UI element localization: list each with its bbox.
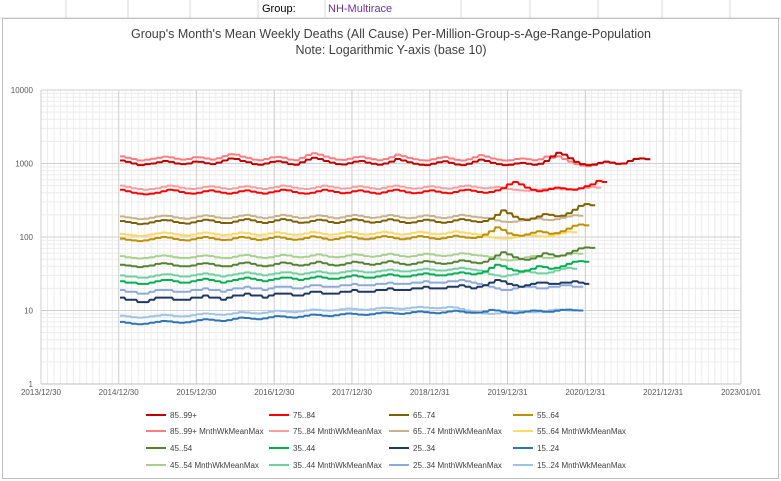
group-label-cell[interactable]: Group: [262,3,296,15]
x-tick-label: 2016/12/30 [254,388,295,397]
x-tick-label: 2018/12/31 [410,388,451,397]
legend-label: 35..44 [293,444,316,453]
series-line [120,305,578,319]
chart-svg: 1 10 100 1000 10000 2013/12/30 2014/12/30 2015/… [11,27,762,470]
x-tick-label: 2021/12/31 [643,388,684,397]
legend-label: 45..54 [170,444,193,453]
legend-label: 65..74 [413,411,436,420]
series-line [120,152,651,168]
y-tick-label: 1 [29,380,34,389]
legend-label: 15..24 MnthWkMeanMax [537,461,626,470]
legend-label: 55..64 [537,411,560,420]
legend-label: 25..34 [413,444,436,453]
legend-label: 75..84 [293,411,316,420]
chart-area[interactable]: 1 10 100 1000 10000 2013/12/30 2014/12/30 2015/… [2,18,779,479]
gridlines [40,89,742,385]
group-value-cell[interactable]: NH-Multirace [328,3,393,15]
x-tick-label: 2017/12/30 [332,388,373,397]
series-line [120,223,590,243]
x-tick-label: 2019/12/31 [488,388,529,397]
series-line [120,179,608,196]
legend-label: 45..54 MnthWkMeanMax [170,461,259,470]
series-line [120,252,584,262]
legend-label: 85..99+ [170,411,197,420]
y-tick-label: 10 [24,307,33,316]
x-tick-label: 2023/01/01 [721,388,762,397]
series-line [120,184,602,192]
chart-title: Group's Month's Mean Weekly Deaths (All … [131,27,651,41]
y-axis: 1 10 100 1000 10000 [11,86,34,389]
series-line [120,213,584,223]
series-line [120,246,596,269]
legend: 85..99+ 75..84 65..74 55..64 85..99+ MnthWkM… [146,411,626,470]
legend-label: 55..64 MnthWkMeanMax [537,427,626,436]
legend-label: 15..24 [537,444,560,453]
series-line [120,260,590,285]
series-line [120,230,578,240]
x-tick-label: 2020/12/31 [565,388,606,397]
series-line [120,279,590,304]
chart-subtitle: Note: Logarithmic Y-axis (base 10) [295,43,486,57]
series-line [120,266,578,279]
series-lines [120,151,651,326]
x-tick-label: 2015/12/30 [176,388,217,397]
legend-label: 65..74 MnthWkMeanMax [413,427,502,436]
series-line [120,203,596,226]
series-line [120,151,651,167]
y-tick-label: 100 [20,233,34,242]
x-tick-label: 2014/12/30 [99,388,140,397]
legend-label: 35..44 MnthWkMeanMax [293,461,382,470]
legend-label: 85..99+ MnthWkMeanMax [170,427,264,436]
y-tick-label: 10000 [11,86,34,95]
series-line [120,279,584,295]
y-tick-label: 1000 [15,160,33,169]
x-tick-label: 2013/12/30 [21,388,62,397]
legend-label: 25..34 MnthWkMeanMax [413,461,502,470]
series-line [120,308,584,326]
legend-label: 75..84 MnthWkMeanMax [293,427,382,436]
x-axis: 2013/12/30 2014/12/30 2015/12/30 2016/12/30… [21,388,762,397]
